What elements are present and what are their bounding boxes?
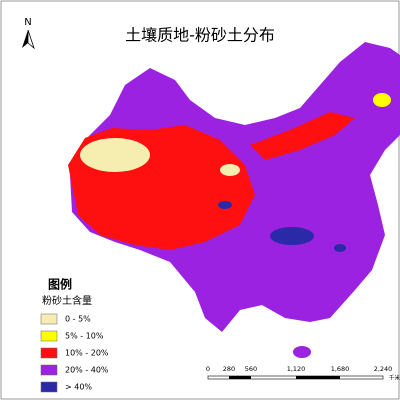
- legend-label: 20% - 40%: [65, 366, 109, 375]
- north-label: N: [24, 17, 31, 28]
- region-over-40: [218, 201, 232, 209]
- scale-label: 2,240: [374, 365, 393, 373]
- legend-swatch: [40, 347, 58, 359]
- scale-bar-segment: [229, 376, 251, 379]
- north-arrow: N: [22, 17, 35, 50]
- legend-swatch: [40, 313, 58, 325]
- region-20-40-island: [293, 346, 311, 358]
- scale-label: 560: [245, 365, 257, 373]
- legend-label: 10% - 20%: [65, 349, 109, 358]
- legend-swatch: [40, 381, 58, 393]
- region-0-5: [80, 138, 150, 172]
- legend-label: 5% - 10%: [65, 332, 104, 341]
- legend-label: > 40%: [65, 383, 92, 392]
- scale-label: 0: [206, 365, 210, 373]
- scale-unit: 千米: [389, 374, 400, 382]
- region-0-5: [220, 164, 240, 176]
- legend-subtitle: 粉砂土含量: [42, 294, 92, 307]
- legend-label: 0 - 5%: [65, 315, 91, 324]
- scale-bar-line: [207, 375, 384, 380]
- scale-label: 1,680: [331, 365, 350, 373]
- legend-swatch: [40, 364, 58, 376]
- legend-title: 图例: [48, 277, 72, 292]
- region-over-40: [334, 244, 346, 252]
- region-10-20: [250, 112, 355, 160]
- region-5-10: [373, 93, 391, 107]
- region-over-40: [270, 227, 314, 245]
- map-regions: [68, 42, 400, 358]
- scale-bar-segment: [296, 376, 340, 379]
- map-title: 土壤质地-粉砂土分布: [125, 26, 275, 45]
- legend-swatch: [40, 330, 58, 342]
- scale-label: 280: [223, 365, 235, 373]
- scale-label: 1,120: [287, 365, 306, 373]
- legend: 0 - 5% 5% - 10% 10% - 20% 20% - 40% > 40%: [40, 313, 109, 393]
